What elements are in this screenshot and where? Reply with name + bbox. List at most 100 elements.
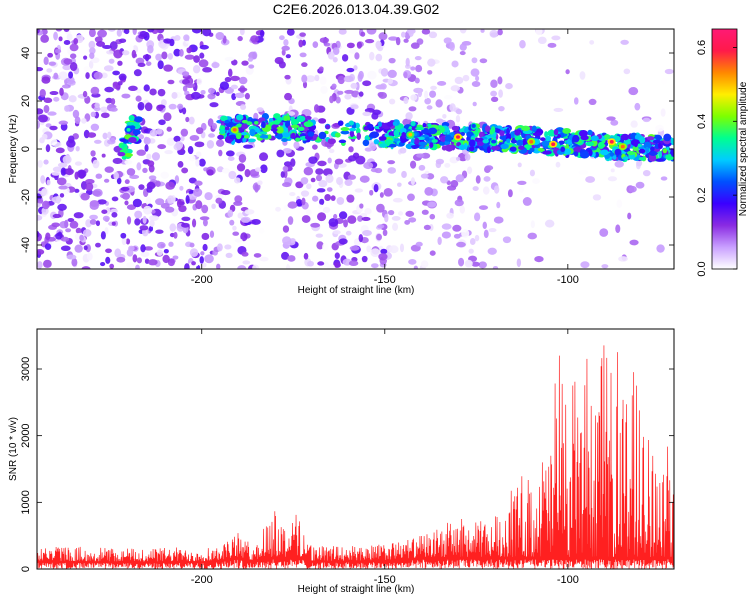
heatmap-cell	[379, 192, 384, 198]
snr-y-label: SNR (10 * v/v)	[8, 417, 19, 481]
heatmap-signal-cell	[573, 146, 583, 153]
heatmap-cell	[387, 167, 397, 174]
heatmap-cell	[256, 107, 264, 113]
heatmap-cell	[177, 161, 184, 168]
heatmap-cell	[37, 159, 43, 168]
heatmap-signal-cell	[646, 136, 655, 141]
heatmap-cell	[456, 241, 466, 248]
heatmap-cell	[195, 200, 203, 210]
heatmap-cell	[95, 173, 103, 179]
heatmap-cell	[243, 144, 253, 149]
heatmap-cell	[103, 178, 110, 183]
heatmap-cell	[346, 42, 355, 49]
heatmap-signal-cell	[235, 133, 242, 140]
y-tick-label: -40	[20, 237, 32, 253]
heatmap-cell	[189, 248, 199, 257]
heatmap-cell	[215, 139, 225, 147]
heatmap-cell	[300, 190, 310, 197]
heatmap-cell	[45, 144, 51, 153]
heatmap-cell	[284, 264, 294, 269]
heatmap-cell	[347, 215, 357, 224]
heatmap-signal-cell	[670, 149, 674, 157]
heatmap-cell	[301, 74, 308, 83]
heatmap-cell	[37, 108, 44, 115]
heatmap-cell	[642, 117, 651, 123]
heatmap-hot-spot	[126, 128, 131, 132]
heatmap-signal-cell	[509, 131, 515, 139]
heatmap-cell	[143, 205, 153, 215]
heatmap-signal-cell	[638, 156, 646, 161]
heatmap-cell	[322, 206, 331, 214]
heatmap-cell	[589, 40, 595, 45]
heatmap-signal-cell	[490, 145, 501, 151]
heatmap-cell	[258, 227, 265, 234]
heatmap-signal-cell	[369, 131, 380, 138]
heatmap-cell	[179, 49, 184, 57]
heatmap-cell	[276, 149, 285, 158]
heatmap-signal-cell	[388, 131, 396, 137]
heatmap-cell	[610, 168, 615, 173]
heatmap-cell	[405, 57, 410, 67]
heatmap-signal-cell	[349, 129, 355, 138]
heatmap-cell	[143, 137, 151, 145]
heatmap-cell	[392, 222, 399, 231]
heatmap-cell	[165, 181, 175, 190]
snr-panel: -200 -150 -100 0 1000 2000 3000 Height of str…	[8, 328, 675, 595]
heatmap-signal-cell	[356, 132, 362, 140]
heatmap-signal-cell	[400, 137, 407, 144]
heatmap-signal-cell	[514, 129, 521, 136]
heatmap-signal-cell	[427, 123, 432, 128]
heatmap-cell	[43, 259, 52, 268]
heatmap-cell	[370, 248, 381, 258]
heatmap-cell	[37, 249, 45, 255]
heatmap-cell	[284, 92, 293, 101]
heatmap-cell	[132, 29, 137, 36]
heatmap-cell	[620, 39, 629, 45]
heatmap-cell	[400, 31, 406, 38]
heatmap-cell	[498, 105, 505, 112]
heatmap-cell	[471, 81, 481, 88]
heatmap-cell	[57, 203, 67, 211]
heatmap-cell	[58, 120, 69, 125]
heatmap-cell	[123, 29, 130, 35]
heatmap-signal-cell	[424, 136, 430, 142]
heatmap-cell	[472, 186, 479, 191]
heatmap-cell	[45, 123, 52, 128]
heatmap-cell	[74, 244, 83, 253]
heatmap-cell	[251, 218, 261, 225]
heatmap-signal-cell	[655, 158, 665, 162]
heatmap-cell	[43, 104, 50, 114]
heatmap-signal-cell	[410, 120, 416, 127]
heatmap-signal-cell	[405, 143, 414, 150]
heatmap-cell	[121, 192, 130, 200]
heatmap-cell	[112, 157, 123, 164]
y-tick-label: 2000	[20, 423, 32, 447]
heatmap-cell	[42, 200, 50, 210]
heatmap-cell	[120, 186, 130, 192]
heatmap-cell	[217, 243, 223, 252]
heatmap-cell	[106, 50, 114, 55]
heatmap-cell	[358, 234, 364, 243]
heatmap-signal-cell	[518, 145, 525, 150]
heatmap-cell	[316, 188, 326, 193]
heatmap-cell	[478, 261, 487, 269]
heatmap-cell	[160, 99, 167, 107]
heatmap-signal-cell	[337, 120, 344, 127]
heatmap-cell	[354, 52, 360, 60]
heatmap-cell	[97, 29, 107, 38]
heatmap-cell	[429, 213, 436, 220]
heatmap-cell	[44, 243, 52, 250]
heatmap-cell	[259, 256, 269, 262]
heatmap-cell	[40, 34, 49, 43]
heatmap-cell	[116, 29, 122, 37]
heatmap-cell	[459, 51, 466, 56]
heatmap-cell	[601, 264, 609, 269]
heatmap-cell	[338, 29, 347, 35]
heatmap-cell	[100, 106, 108, 113]
heatmap-signal-cell	[325, 124, 331, 130]
heatmap-signal-cell	[484, 125, 491, 133]
heatmap-signal-cell	[451, 125, 460, 132]
heatmap-cell	[90, 123, 100, 131]
heatmap-signal-cell	[545, 135, 551, 142]
heatmap-signal-cell	[379, 143, 388, 148]
